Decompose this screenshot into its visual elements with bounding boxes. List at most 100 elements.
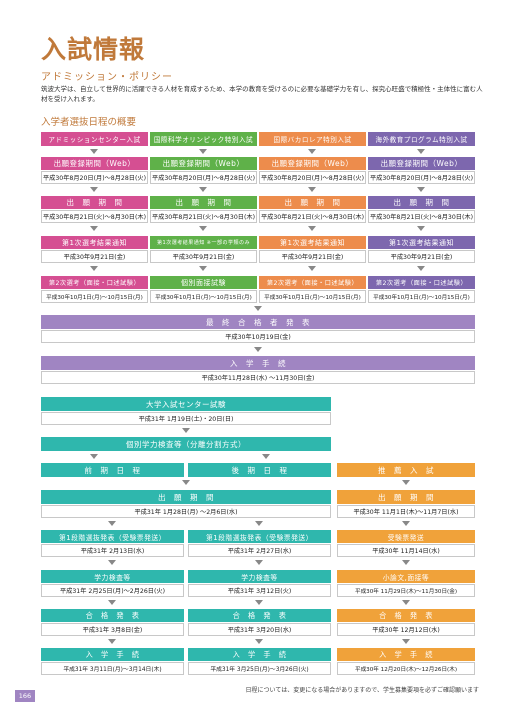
center-test-date: 平成31年 1月19日(土)・20日(日) bbox=[41, 412, 331, 425]
zenki-step-label: 合 格 発 表 bbox=[41, 609, 184, 622]
application-period-date: 平成30年8月21日(火)～8月30日(木) bbox=[150, 210, 257, 223]
application-period-label: 出 願 期 間 bbox=[368, 196, 475, 209]
koki-step-label: 第1段階選抜発表（受験票発送） bbox=[188, 530, 331, 543]
arrow-down-icon bbox=[108, 521, 116, 526]
second-selection-label: 第2次選考（面接・口述試験） bbox=[259, 276, 366, 289]
first-selection-date: 平成30年9月21日(金) bbox=[41, 250, 148, 263]
second-selection-label: 第2次選考（面接・口述試験） bbox=[41, 276, 148, 289]
arrow-down-icon bbox=[308, 226, 316, 231]
arrow-down-icon bbox=[182, 428, 190, 433]
general-application-date: 平成31年 1月28日(月) ～2月6日(水) bbox=[41, 505, 331, 518]
second-selection-date: 平成30年10月1日(月)～10月15日(月) bbox=[368, 290, 475, 303]
suisen-label: 推 薦 入 試 bbox=[337, 463, 475, 477]
first-selection-date: 平成30年9月21日(金) bbox=[368, 250, 475, 263]
arrow-down-icon bbox=[90, 226, 98, 231]
arrow-down-icon bbox=[108, 639, 116, 644]
arrow-down-icon bbox=[402, 560, 410, 565]
arrow-down-icon bbox=[417, 149, 425, 154]
intro-text: 筑波大学は、自立して世界的に活躍できる人材を育成するため、本学の教育を受けるのに… bbox=[41, 85, 483, 103]
arrow-down-icon bbox=[199, 187, 207, 192]
first-selection-label: 第1次選考結果通知 bbox=[41, 236, 148, 249]
arrow-down-icon bbox=[90, 187, 98, 192]
arrow-down-icon bbox=[90, 454, 98, 459]
column-header-olympiad: 国際科学オリンピック特別入試 bbox=[150, 132, 257, 146]
application-period-date: 平成30年8月21日(火)～8月30日(木) bbox=[41, 210, 148, 223]
arrow-down-icon bbox=[308, 187, 316, 192]
web-registration-date: 平成30年8月20日(月)～8月28日(火) bbox=[259, 171, 366, 184]
zenki-step-date: 平成31年 2月25日(月)～2月26日(火) bbox=[41, 584, 184, 597]
application-period-date: 平成30年8月21日(火)～8月30日(木) bbox=[368, 210, 475, 223]
suisen-step-date: 平成30年 12月12日(水) bbox=[337, 623, 475, 636]
final-result-label: 最 終 合 格 者 発 表 bbox=[41, 315, 475, 329]
schedule-note: 日程については、変更になる場合がありますので、学生募集要項を必ずご確認願います bbox=[245, 687, 479, 694]
suisen-step-label: 受験票発送 bbox=[337, 530, 475, 543]
koki-step-label: 合 格 発 表 bbox=[188, 609, 331, 622]
web-registration-label: 出願登録期間（Web） bbox=[150, 157, 257, 170]
arrow-down-icon bbox=[255, 639, 263, 644]
suisen-step-label: 入 学 手 続 bbox=[337, 648, 475, 661]
application-period-label: 出 願 期 間 bbox=[259, 196, 366, 209]
arrow-down-icon bbox=[108, 600, 116, 605]
arrow-down-icon bbox=[255, 521, 263, 526]
special-enrollment-date: 平成30年11月28日(水) ～11月30日(金) bbox=[41, 371, 475, 384]
first-selection-label: 第1次選考結果通知 ※一部の学類のみ bbox=[150, 236, 257, 249]
koki-step-date: 平成31年 3月25日(月)～3月26日(火) bbox=[188, 662, 331, 675]
special-enrollment-label: 入 学 手 続 bbox=[41, 356, 475, 370]
first-selection-label: 第1次選考結果通知 bbox=[368, 236, 475, 249]
arrow-down-icon bbox=[199, 149, 207, 154]
arrow-down-icon bbox=[417, 187, 425, 192]
individual-test-label: 個別学力検査等（分離分割方式） bbox=[41, 437, 331, 451]
zenki-step-label: 学力検査等 bbox=[41, 570, 184, 583]
arrow-down-icon bbox=[255, 560, 263, 565]
arrow-down-icon bbox=[199, 266, 207, 271]
arrow-down-icon bbox=[108, 560, 116, 565]
center-test-label: 大学入試センター試験 bbox=[41, 397, 331, 411]
application-period-label: 出 願 期 間 bbox=[150, 196, 257, 209]
koki-step-date: 平成31年 3月20日(水) bbox=[188, 623, 331, 636]
suisen-step-date: 平成30年 12月20日(木)～12月26日(木) bbox=[337, 662, 475, 675]
arrow-down-icon bbox=[254, 306, 262, 311]
second-selection-date: 平成30年10月1日(月)～10月15日(月) bbox=[150, 290, 257, 303]
first-selection-date: 平成30年9月21日(金) bbox=[150, 250, 257, 263]
arrow-down-icon bbox=[417, 266, 425, 271]
application-period-date: 平成30年8月21日(火)～8月30日(木) bbox=[259, 210, 366, 223]
first-selection-label: 第1次選考結果通知 bbox=[259, 236, 366, 249]
arrow-down-icon bbox=[308, 266, 316, 271]
suisen-step-date: 平成30年 11月29日(木)～11月30日(金) bbox=[337, 584, 475, 597]
application-period-label: 出 願 期 間 bbox=[41, 196, 148, 209]
arrow-down-icon bbox=[402, 600, 410, 605]
koki-step-date: 平成31年 2月27日(水) bbox=[188, 544, 331, 557]
koki-step-label: 入 学 手 続 bbox=[188, 648, 331, 661]
arrow-down-icon bbox=[255, 600, 263, 605]
admission-policy-subtitle: アドミッション・ポリシー bbox=[41, 72, 173, 83]
zenki-label: 前 期 日 程 bbox=[41, 463, 184, 477]
column-header-overseas: 海外教育プログラム特別入試 bbox=[368, 132, 475, 146]
arrow-down-icon bbox=[402, 480, 410, 485]
web-registration-date: 平成30年8月20日(月)～8月28日(火) bbox=[368, 171, 475, 184]
zenki-step-date: 平成31年 3月8日(金) bbox=[41, 623, 184, 636]
web-registration-label: 出願登録期間（Web） bbox=[368, 157, 475, 170]
second-selection-date: 平成30年10月1日(月)～10月15日(月) bbox=[259, 290, 366, 303]
zenki-step-date: 平成31年 2月13日(水) bbox=[41, 544, 184, 557]
web-registration-date: 平成30年8月20日(月)～8月28日(火) bbox=[41, 171, 148, 184]
column-header-admission-center: アドミッションセンター入試 bbox=[41, 132, 148, 146]
suisen-step-label: 小論文,面接等 bbox=[337, 570, 475, 583]
suisen-step-label: 合 格 発 表 bbox=[337, 609, 475, 622]
koki-label: 後 期 日 程 bbox=[188, 463, 331, 477]
arrow-down-icon bbox=[308, 149, 316, 154]
web-registration-date: 平成30年8月20日(月)～8月28日(火) bbox=[150, 171, 257, 184]
arrow-down-icon bbox=[402, 521, 410, 526]
second-selection-label: 第2次選考（面接・口述試験） bbox=[368, 276, 475, 289]
arrow-down-icon bbox=[182, 480, 190, 485]
web-registration-label: 出願登録期間（Web） bbox=[41, 157, 148, 170]
page-number: 166 bbox=[15, 690, 35, 702]
suisen-application-date: 平成30年 11月1日(木)～11月7日(水) bbox=[337, 505, 475, 518]
arrow-down-icon bbox=[90, 266, 98, 271]
zenki-step-label: 入 学 手 続 bbox=[41, 648, 184, 661]
suisen-application-label: 出 願 期 間 bbox=[337, 490, 475, 504]
zenki-step-label: 第1段階選抜発表（受験票発送） bbox=[41, 530, 184, 543]
page-title: 入試情報 bbox=[41, 35, 146, 64]
arrow-down-icon bbox=[254, 347, 262, 352]
arrow-down-icon bbox=[90, 149, 98, 154]
zenki-step-date: 平成31年 3月11日(月)～3月14日(木) bbox=[41, 662, 184, 675]
